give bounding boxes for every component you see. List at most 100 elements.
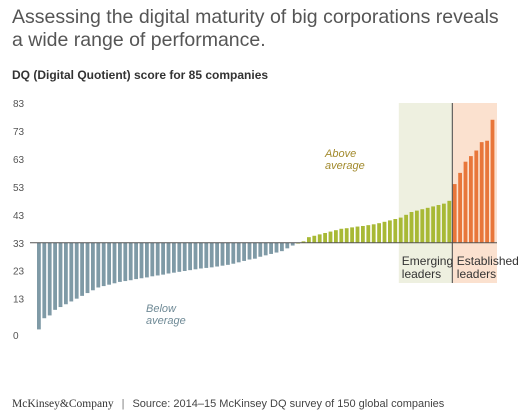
- bar: [328, 231, 333, 243]
- y-tick-label: 53: [13, 183, 25, 194]
- bar: [415, 210, 419, 243]
- bar: [485, 140, 489, 243]
- bar: [312, 235, 317, 243]
- bar: [393, 219, 398, 243]
- below-average-label: Below: [146, 303, 177, 315]
- bar: [139, 242, 144, 279]
- bar: [199, 242, 203, 269]
- emerging-leaders-label: Emerging: [402, 254, 453, 268]
- bar: [447, 200, 452, 243]
- y-axis-ticks: 0 13 23 33 43 53 63 73 83: [13, 99, 25, 342]
- bar: [334, 230, 338, 243]
- bar: [118, 242, 122, 282]
- bar: [134, 242, 138, 280]
- above-average-label: Above: [324, 148, 356, 160]
- bar: [204, 242, 209, 268]
- bar: [452, 184, 457, 243]
- bar: [377, 223, 381, 243]
- bar: [101, 242, 106, 287]
- bars: [37, 119, 495, 330]
- bar: [307, 237, 311, 243]
- bar: [172, 242, 176, 273]
- mckinsey-logo: McKinsey&Company: [12, 398, 114, 410]
- y-tick-label: 23: [13, 267, 25, 278]
- bar: [231, 242, 236, 264]
- bar: [263, 242, 268, 256]
- y-tick-label: 13: [13, 295, 25, 306]
- bar: [463, 161, 468, 243]
- bar: [436, 205, 441, 243]
- bar: [469, 156, 473, 243]
- bar: [85, 242, 90, 294]
- bar: [285, 242, 290, 249]
- bar: [64, 242, 68, 305]
- bar: [301, 241, 306, 243]
- bar: [253, 242, 257, 259]
- bar: [269, 242, 273, 254]
- established-leaders-label: leaders: [457, 267, 496, 281]
- bar: [220, 242, 225, 266]
- bar: [479, 142, 484, 243]
- bar: [236, 242, 241, 263]
- bar: [382, 221, 387, 243]
- bar: [155, 242, 160, 276]
- bar: [425, 207, 430, 243]
- bar: [431, 206, 435, 243]
- bar: [442, 203, 446, 243]
- bar: [274, 242, 279, 253]
- bar: [366, 225, 371, 243]
- bar: [344, 228, 349, 243]
- bar: [182, 242, 187, 271]
- y-tick-label: 0: [13, 331, 19, 342]
- bar: [388, 220, 392, 243]
- footer: McKinsey&Company | Source: 2014–15 McKin…: [12, 398, 444, 410]
- emerging-leaders-region: [398, 103, 453, 283]
- bar: [458, 172, 462, 243]
- emerging-leaders-label: leaders: [402, 267, 441, 281]
- above-average-label: average: [325, 160, 365, 172]
- bar: [188, 242, 192, 271]
- bar: [47, 242, 52, 316]
- bar: [258, 242, 263, 257]
- footer-separator: |: [121, 398, 125, 410]
- bar: [123, 242, 128, 282]
- bar: [91, 242, 95, 291]
- bar: [42, 242, 47, 319]
- bar: [339, 228, 344, 243]
- bar: [37, 242, 41, 330]
- bar: [112, 242, 117, 284]
- bar: [80, 242, 84, 296]
- page-title: Assessing the digital maturity of big co…: [12, 6, 499, 51]
- bar: [145, 242, 149, 278]
- bar: [166, 242, 171, 274]
- bar: [317, 234, 322, 243]
- bar: [404, 214, 408, 243]
- bar: [150, 242, 155, 277]
- bar: [280, 242, 284, 252]
- bar: [53, 242, 57, 310]
- y-tick-label: 63: [13, 155, 25, 166]
- bar: [74, 242, 79, 299]
- y-tick-label: 73: [13, 127, 25, 138]
- bar: [409, 212, 414, 243]
- chart-subtitle: DQ (Digital Quotient) score for 85 compa…: [12, 68, 269, 82]
- bar: [215, 242, 219, 267]
- y-tick-label: 43: [13, 211, 25, 222]
- bar: [177, 242, 182, 272]
- established-leaders-label: Established: [457, 254, 519, 268]
- bar: [474, 150, 479, 243]
- bar-chart: 0 13 23 33 43 53 63 73 83 Above average Below av…: [13, 99, 519, 342]
- y-tick-label: 83: [13, 99, 25, 110]
- bar: [107, 242, 111, 285]
- bar: [355, 226, 360, 243]
- bar: [69, 242, 74, 302]
- bar: [361, 225, 365, 243]
- bar: [96, 242, 101, 288]
- bar: [398, 217, 403, 243]
- bar: [290, 242, 295, 246]
- bar: [247, 242, 252, 260]
- bar: [350, 227, 354, 243]
- bar: [161, 242, 165, 275]
- bar: [371, 224, 376, 243]
- bar: [242, 242, 246, 261]
